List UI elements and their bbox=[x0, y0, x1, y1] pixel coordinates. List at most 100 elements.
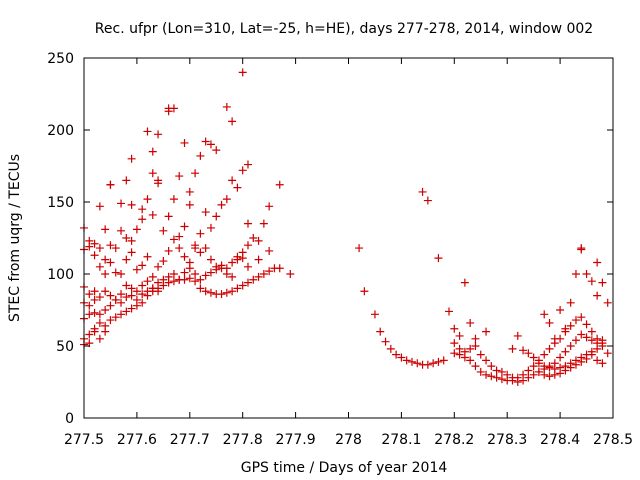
data-point bbox=[143, 291, 152, 300]
data-point bbox=[196, 275, 205, 284]
data-point bbox=[577, 313, 586, 322]
data-point bbox=[228, 258, 237, 267]
data-point bbox=[249, 234, 258, 242]
data-point bbox=[556, 369, 565, 378]
data-point bbox=[439, 356, 448, 365]
data-point bbox=[243, 262, 252, 271]
data-point bbox=[386, 344, 395, 353]
data-point bbox=[259, 270, 268, 278]
data-point bbox=[540, 362, 549, 371]
data-point bbox=[482, 327, 491, 336]
data-point bbox=[143, 127, 152, 136]
data-point bbox=[587, 327, 596, 336]
data-point bbox=[201, 137, 210, 146]
data-point bbox=[482, 356, 491, 365]
x-axis-label: GPS time / Days of year 2014 bbox=[241, 460, 448, 476]
data-point bbox=[127, 284, 136, 293]
data-point bbox=[529, 362, 538, 371]
data-point bbox=[154, 284, 163, 293]
data-point bbox=[550, 370, 559, 379]
data-point bbox=[191, 270, 200, 278]
data-point bbox=[265, 267, 274, 276]
data-point bbox=[90, 327, 99, 336]
data-point bbox=[476, 350, 485, 359]
data-point bbox=[95, 293, 104, 302]
data-point bbox=[185, 274, 194, 283]
data-point bbox=[402, 356, 411, 365]
data-point bbox=[524, 366, 533, 375]
data-point bbox=[85, 330, 94, 339]
data-point bbox=[534, 367, 543, 376]
data-point bbox=[201, 208, 210, 217]
data-point bbox=[545, 344, 554, 353]
data-point bbox=[127, 248, 136, 257]
data-point bbox=[466, 318, 475, 327]
data-point bbox=[587, 350, 596, 359]
data-point bbox=[566, 321, 575, 330]
data-point bbox=[582, 320, 591, 329]
data-point bbox=[275, 180, 284, 189]
data-point bbox=[228, 176, 237, 185]
data-point bbox=[169, 270, 178, 278]
data-point bbox=[587, 277, 596, 286]
data-point bbox=[212, 265, 221, 274]
data-point bbox=[222, 195, 231, 204]
data-point bbox=[111, 313, 120, 322]
data-point bbox=[275, 264, 284, 273]
data-point bbox=[582, 333, 591, 342]
data-point bbox=[196, 248, 205, 257]
data-point bbox=[164, 212, 173, 221]
data-point bbox=[534, 359, 543, 368]
data-point bbox=[201, 287, 210, 296]
data-point bbox=[101, 327, 110, 336]
data-point bbox=[180, 138, 189, 147]
data-point bbox=[238, 254, 247, 263]
data-point bbox=[566, 298, 575, 307]
data-point bbox=[169, 277, 178, 286]
data-point bbox=[101, 306, 110, 314]
data-point bbox=[519, 346, 528, 355]
data-point bbox=[201, 271, 210, 280]
data-point bbox=[196, 151, 205, 160]
data-point bbox=[185, 264, 194, 273]
data-point bbox=[249, 275, 258, 284]
data-point bbox=[529, 353, 538, 362]
data-point bbox=[381, 337, 390, 346]
data-point bbox=[238, 281, 247, 290]
x-tick-label: 277.5 bbox=[64, 432, 104, 448]
data-point bbox=[148, 169, 157, 178]
data-point bbox=[143, 252, 152, 261]
data-point bbox=[206, 223, 215, 232]
data-point bbox=[434, 254, 443, 263]
data-point bbox=[169, 104, 178, 113]
data-point bbox=[487, 372, 496, 381]
data-point bbox=[376, 327, 385, 336]
data-point bbox=[222, 288, 231, 297]
data-point bbox=[254, 236, 263, 245]
data-point bbox=[101, 225, 110, 234]
data-point bbox=[561, 366, 570, 375]
data-point bbox=[423, 360, 432, 369]
data-point bbox=[111, 295, 120, 304]
data-point bbox=[593, 344, 602, 353]
data-point bbox=[101, 270, 110, 278]
y-tick-label: 250 bbox=[47, 51, 74, 67]
data-point bbox=[233, 284, 242, 293]
data-point bbox=[127, 154, 136, 163]
data-point bbox=[122, 281, 131, 290]
x-tick-label: 277.8 bbox=[223, 432, 263, 448]
data-point bbox=[180, 268, 189, 277]
data-point bbox=[397, 353, 406, 362]
data-point bbox=[127, 291, 136, 300]
data-point bbox=[243, 241, 252, 250]
data-point bbox=[243, 160, 252, 169]
data-point bbox=[460, 278, 469, 287]
data-point bbox=[545, 372, 554, 381]
data-point bbox=[106, 180, 115, 189]
data-point bbox=[360, 287, 369, 296]
data-point bbox=[148, 147, 157, 156]
data-point bbox=[392, 350, 401, 359]
data-point bbox=[571, 360, 580, 369]
y-tick-label: 200 bbox=[47, 123, 74, 139]
data-point bbox=[471, 334, 480, 343]
